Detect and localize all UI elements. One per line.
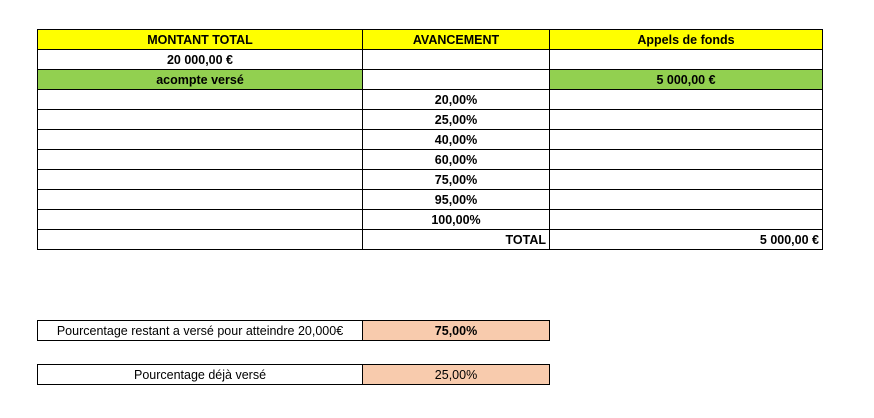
avancement-row: 95,00% — [37, 189, 823, 210]
avancement-row: 20,00% — [37, 89, 823, 110]
empty-cell[interactable] — [549, 209, 823, 230]
avancement-row: 75,00% — [37, 169, 823, 190]
remaining-percentage-value[interactable]: 75,00% — [362, 320, 550, 341]
total-label-cell[interactable]: TOTAL — [362, 229, 550, 250]
empty-cell[interactable] — [549, 189, 823, 210]
empty-cell[interactable] — [362, 49, 550, 70]
empty-cell[interactable] — [549, 129, 823, 150]
avancement-row: 40,00% — [37, 129, 823, 150]
empty-cell[interactable] — [37, 129, 363, 150]
acompte-row: acompte versé 5 000,00 € — [37, 69, 823, 90]
avancement-row: 60,00% — [37, 149, 823, 170]
empty-cell[interactable] — [37, 189, 363, 210]
avancement-cell[interactable]: 95,00% — [362, 189, 550, 210]
empty-cell[interactable] — [549, 89, 823, 110]
total-value-cell[interactable]: 5 000,00 € — [549, 229, 823, 250]
montant-row: 20 000,00 € — [37, 49, 823, 70]
empty-cell[interactable] — [37, 149, 363, 170]
header-montant-total[interactable]: MONTANT TOTAL — [37, 29, 363, 50]
header-appels-de-fonds[interactable]: Appels de fonds — [549, 29, 823, 50]
remaining-percentage-label[interactable]: Pourcentage restant a versé pour atteind… — [37, 320, 363, 341]
avancement-cell[interactable]: 25,00% — [362, 109, 550, 130]
header-avancement[interactable]: AVANCEMENT — [362, 29, 550, 50]
empty-cell[interactable] — [362, 69, 550, 90]
avancement-row: 25,00% — [37, 109, 823, 130]
remaining-summary: Pourcentage restant a versé pour atteind… — [37, 320, 550, 341]
paid-summary: Pourcentage déjà versé 25,00% — [37, 364, 550, 385]
empty-cell[interactable] — [549, 169, 823, 190]
montant-total-cell[interactable]: 20 000,00 € — [37, 49, 363, 70]
avancement-row: 100,00% — [37, 209, 823, 230]
empty-cell[interactable] — [549, 149, 823, 170]
empty-cell[interactable] — [549, 49, 823, 70]
avancement-cell[interactable]: 75,00% — [362, 169, 550, 190]
avancement-cell[interactable]: 100,00% — [362, 209, 550, 230]
avancement-cell[interactable]: 60,00% — [362, 149, 550, 170]
avancement-cell[interactable]: 20,00% — [362, 89, 550, 110]
fund-calls-table: MONTANT TOTAL AVANCEMENT Appels de fonds… — [37, 29, 823, 250]
empty-cell[interactable] — [37, 229, 363, 250]
empty-cell[interactable] — [549, 109, 823, 130]
paid-percentage-value[interactable]: 25,00% — [362, 364, 550, 385]
empty-cell[interactable] — [37, 109, 363, 130]
empty-cell[interactable] — [37, 89, 363, 110]
header-row: MONTANT TOTAL AVANCEMENT Appels de fonds — [37, 29, 823, 50]
empty-cell[interactable] — [37, 209, 363, 230]
avancement-cell[interactable]: 40,00% — [362, 129, 550, 150]
acompte-label-cell[interactable]: acompte versé — [37, 69, 363, 90]
total-row: TOTAL 5 000,00 € — [37, 229, 823, 250]
acompte-amount-cell[interactable]: 5 000,00 € — [549, 69, 823, 90]
paid-percentage-label[interactable]: Pourcentage déjà versé — [37, 364, 363, 385]
empty-cell[interactable] — [37, 169, 363, 190]
